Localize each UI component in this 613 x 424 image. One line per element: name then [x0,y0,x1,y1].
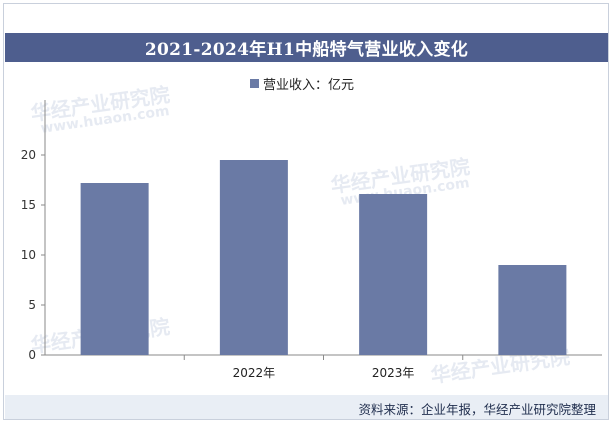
legend-label: 营业收入：亿元 [263,78,355,93]
footer-band: 资料来源：企业年报，华经产业研究院整理 [5,395,608,419]
title-bar: 2021-2024年H1中船特气营业收入变化 [5,33,608,62]
legend: 营业收入：亿元 [250,74,354,93]
x-tick-label: 2023年 [372,366,415,380]
bar [498,265,567,355]
chart-frame [3,3,609,420]
legend-swatch [250,79,259,88]
bar [359,194,428,355]
chart-title: 2021-2024年H1中船特气营业收入变化 [144,40,469,60]
y-tick-label: 20 [21,148,36,162]
bar [219,160,288,355]
bar [80,183,149,355]
source-note: 资料来源：企业年报，华经产业研究院整理 [358,402,596,417]
y-tick-label: 5 [28,298,36,312]
y-tick-label: 0 [28,348,36,362]
y-tick-label: 15 [21,198,36,212]
y-tick-label: 10 [21,248,36,262]
x-tick-label: 2022年 [233,366,276,380]
